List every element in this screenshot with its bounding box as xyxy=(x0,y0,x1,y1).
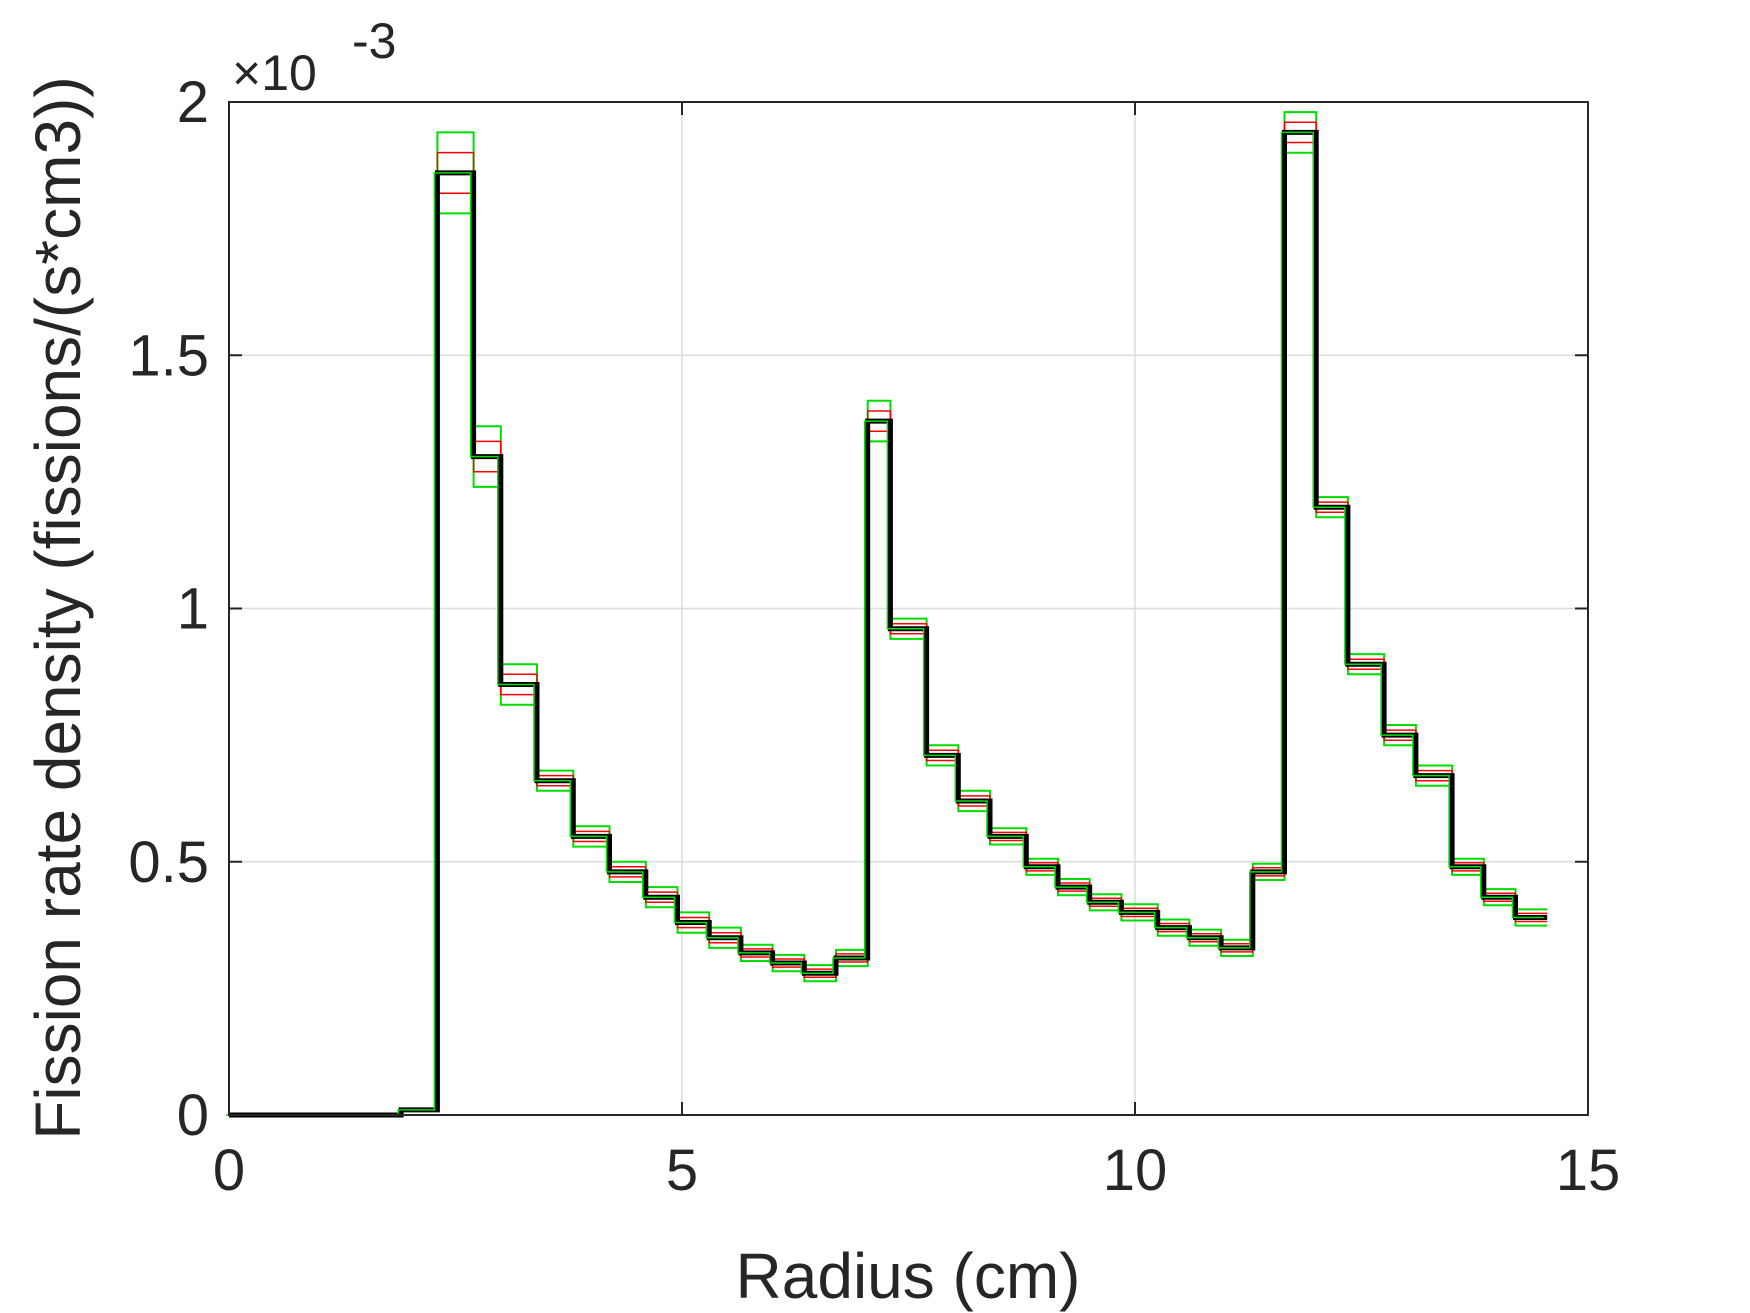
y-tick-label: 1.5 xyxy=(128,323,209,388)
mean-line-path xyxy=(229,129,1548,1118)
y-tick-label: 1 xyxy=(177,577,209,642)
y-axis-label: Fission rate density (fissions/(s*cm3)) xyxy=(22,76,94,1139)
y-tick-label: 0.5 xyxy=(128,830,209,895)
y-tick-label: 2 xyxy=(177,70,209,135)
y-exponent-prefix: ×10 xyxy=(232,45,317,101)
x-tick-label: 15 xyxy=(1556,1138,1621,1203)
grid xyxy=(229,102,1588,1115)
mean-series xyxy=(226,129,1548,1118)
x-tick-label: 10 xyxy=(1103,1138,1168,1203)
x-axis-label: Radius (cm) xyxy=(736,1240,1081,1312)
mean-line-edge xyxy=(226,131,1545,1116)
x-tick-label: 0 xyxy=(213,1138,245,1203)
x-tick-label: 5 xyxy=(666,1138,698,1203)
tick-labels: 0 5 10 15 0 0.5 1 1.5 2 xyxy=(128,70,1620,1203)
ticks xyxy=(228,101,1589,1116)
y-exponent-power: -3 xyxy=(352,13,396,69)
y-tick-label: 0 xyxy=(177,1083,209,1148)
